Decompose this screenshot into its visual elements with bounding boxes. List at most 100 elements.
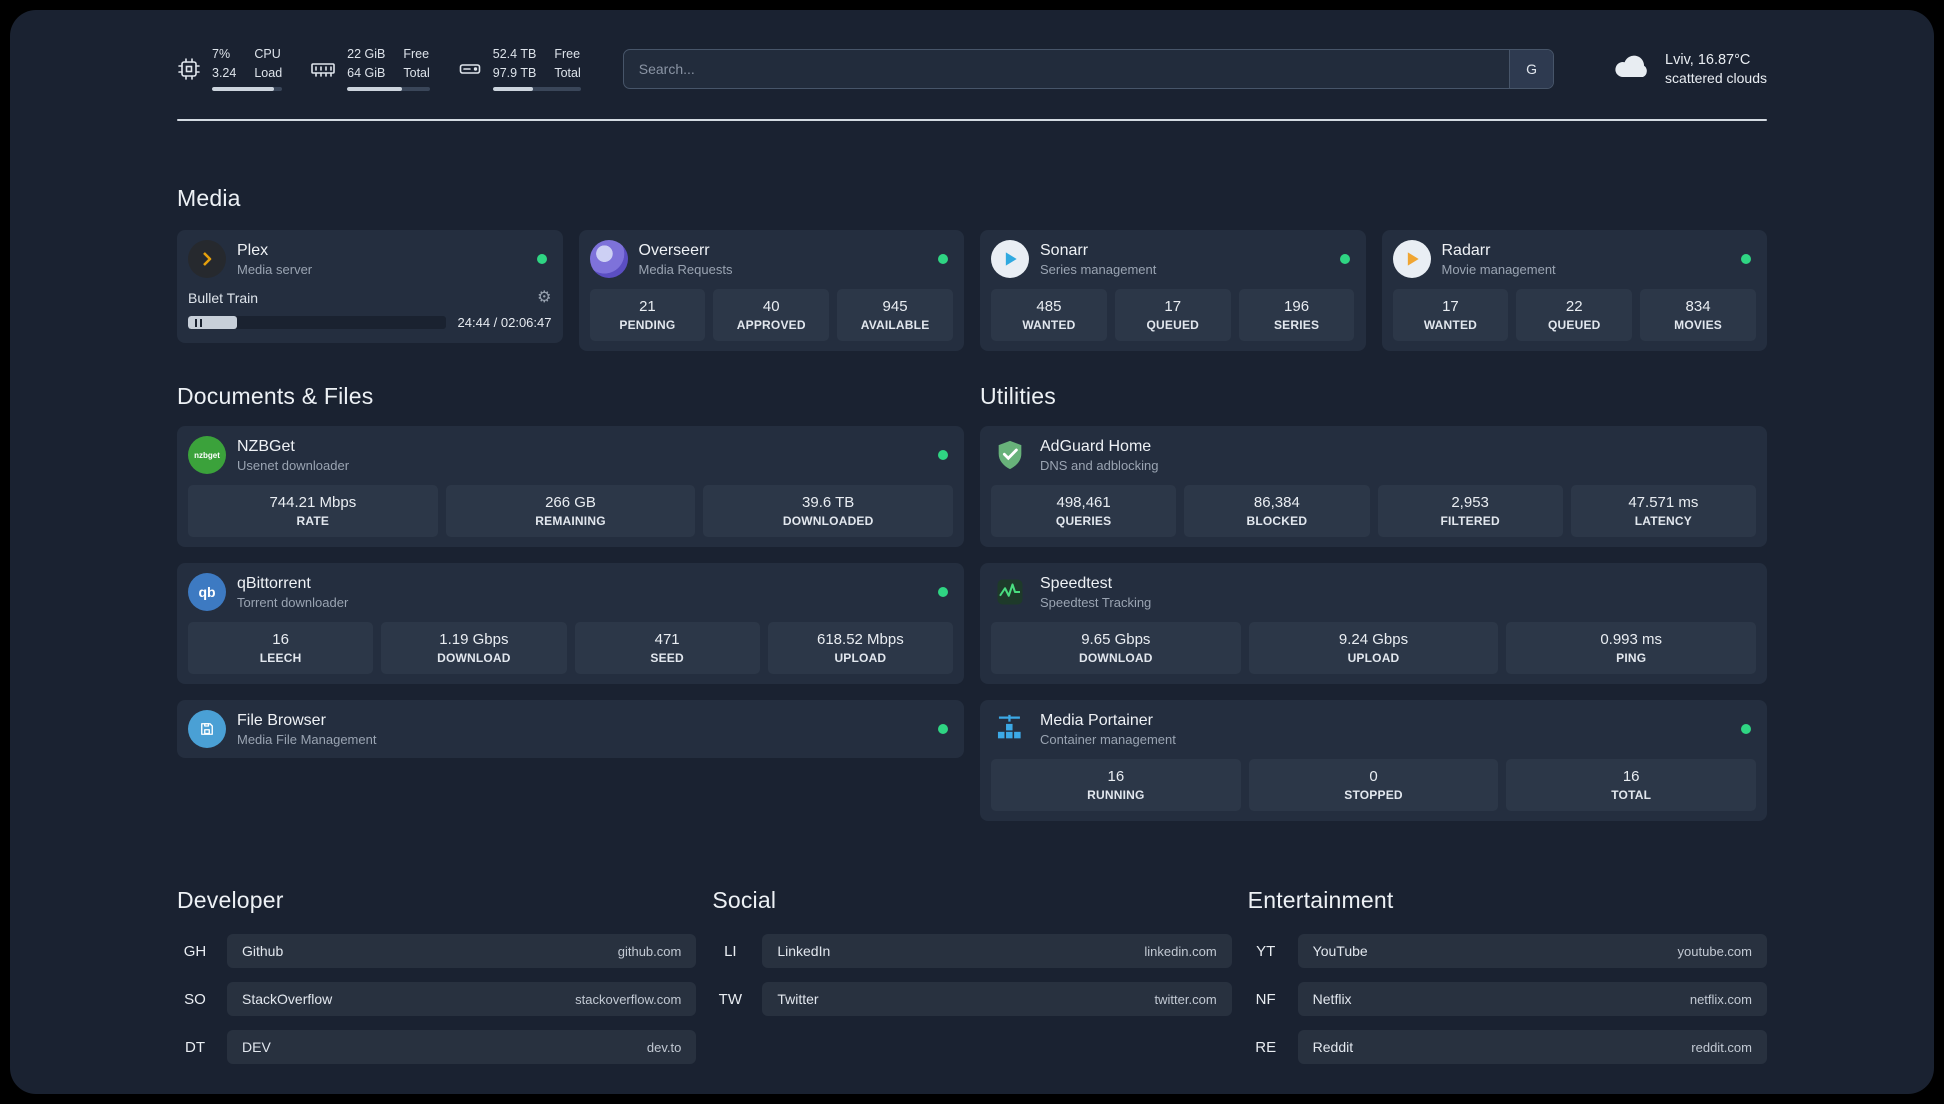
service-card-plex[interactable]: Plex Media server Bullet Train ⚙ 24:4: [177, 230, 563, 343]
service-subtitle: Container management: [1040, 731, 1176, 747]
stat-tile: 39.6 TB DOWNLOADED: [703, 485, 954, 537]
service-subtitle: Usenet downloader: [237, 457, 350, 473]
service-subtitle: Series management: [1040, 261, 1157, 277]
topbar: 7% 3.24 CPU Load: [177, 46, 1767, 91]
bookmark-abbr: LI: [724, 942, 737, 960]
bookmark-abbr: TW: [718, 990, 742, 1008]
nzbget-icon: nzbget: [188, 436, 226, 474]
stat-tile: 17 WANTED: [1392, 289, 1509, 341]
disk-icon: [458, 57, 482, 81]
section-documents: Documents & Files nzbget NZBGet Usenet d…: [177, 383, 964, 758]
stat-tile: 498,461 QUERIES: [991, 485, 1177, 537]
stat-tile: 0 STOPPED: [1248, 759, 1499, 811]
bookmark-link-github[interactable]: Github github.com: [227, 934, 697, 968]
bookmark-link-youtube[interactable]: YouTube youtube.com: [1297, 934, 1767, 968]
bookmark-link-netflix[interactable]: Netflix netflix.com: [1297, 982, 1767, 1016]
disk-total-value: 97.9 TB: [492, 65, 537, 80]
service-subtitle: Torrent downloader: [237, 594, 349, 610]
service-name: Sonarr: [1040, 241, 1089, 259]
service-card-overseerr[interactable]: Overseerr Media Requests 21 PENDING 40 A…: [578, 230, 964, 351]
bookmark-row: DT DEV dev.to: [177, 1030, 697, 1064]
bookmark-link-dev[interactable]: DEV dev.to: [227, 1030, 697, 1064]
service-card-nzbget[interactable]: nzbget NZBGet Usenet downloader 744.21 M…: [177, 426, 964, 547]
bookmark-abbr: NF: [1255, 990, 1276, 1008]
section-title-utilities: Utilities: [980, 383, 1056, 409]
service-name: Radarr: [1441, 241, 1491, 259]
portainer-icon: [991, 710, 1029, 748]
service-card-speedtest[interactable]: Speedtest Speedtest Tracking 9.65 Gbps D…: [980, 563, 1767, 684]
stat-tile: 16 RUNNING: [991, 759, 1241, 811]
disk-free-label: Free: [554, 47, 581, 61]
bookmark-row: NF Netflix netflix.com: [1248, 982, 1767, 1016]
service-name: File Browser: [237, 711, 326, 729]
service-subtitle: Media File Management: [237, 731, 377, 747]
cpu-widget: 7% 3.24 CPU Load: [177, 46, 283, 91]
qbittorrent-icon: qb: [188, 573, 226, 611]
cpu-label: CPU: [254, 47, 281, 61]
filebrowser-icon: [188, 710, 226, 748]
service-card-filebrowser[interactable]: File Browser Media File Management: [177, 700, 964, 758]
stat-tile: 744.21 Mbps RATE: [188, 485, 438, 537]
bookmark-link-twitter[interactable]: Twitter twitter.com: [762, 982, 1232, 1016]
section-title-social: Social: [712, 887, 777, 913]
bookmark-row: LI LinkedIn linkedin.com: [712, 934, 1232, 968]
bookmark-abbr: RE: [1255, 1038, 1277, 1056]
service-card-radarr[interactable]: Radarr Movie management 17 WANTED 22 QUE…: [1381, 230, 1767, 351]
gear-icon[interactable]: ⚙: [537, 289, 552, 306]
stat-tile: 2,953 FILTERED: [1377, 485, 1563, 537]
service-name: Overseerr: [638, 241, 710, 259]
memory-total-label: Total: [403, 65, 430, 80]
service-subtitle: DNS and adblocking: [1040, 457, 1159, 473]
bookmark-link-reddit[interactable]: Reddit reddit.com: [1297, 1030, 1767, 1064]
now-playing-title: Bullet Train: [188, 290, 259, 306]
bookmark-link-linkedin[interactable]: LinkedIn linkedin.com: [762, 934, 1232, 968]
memory-widget: 22 GiB 64 GiB Free Total: [310, 46, 430, 91]
speedtest-icon: [991, 573, 1029, 611]
playback-progress-bar[interactable]: [188, 316, 446, 329]
stat-tile: 16 TOTAL: [1506, 759, 1757, 811]
stat-tile: 47.571 ms LATENCY: [1570, 485, 1756, 537]
stat-tile: 17 QUEUED: [1114, 289, 1231, 341]
stat-tile: 834 MOVIES: [1640, 289, 1756, 341]
stat-tile: 485 WANTED: [991, 289, 1107, 341]
stat-tile: 86,384 BLOCKED: [1184, 485, 1370, 537]
service-subtitle: Media server: [237, 261, 313, 277]
service-subtitle: Speedtest Tracking: [1040, 594, 1152, 610]
adguard-icon: [991, 436, 1029, 474]
section-title-entertainment: Entertainment: [1247, 887, 1394, 913]
disk-free-value: 52.4 TB: [492, 47, 537, 61]
stat-tile: 945 AVAILABLE: [837, 289, 953, 341]
pause-icon[interactable]: [195, 318, 202, 327]
bookmark-group-entertainment: Entertainment YT YouTube youtube.com NF …: [1248, 887, 1767, 1064]
status-dot: [1741, 724, 1751, 734]
service-card-adguard[interactable]: AdGuard Home DNS and adblocking 498,461 …: [980, 426, 1767, 547]
radarr-icon: [1392, 240, 1431, 278]
stat-tile: 618.52 Mbps UPLOAD: [767, 622, 953, 674]
section-utilities: Utilities AdGuard Home DNS and adblockin…: [980, 383, 1767, 821]
search-input[interactable]: [623, 49, 1510, 88]
service-subtitle: Media Requests: [638, 261, 733, 277]
disk-total-label: Total: [554, 65, 581, 80]
bookmark-row: GH Github github.com: [177, 934, 697, 968]
service-subtitle: Movie management: [1441, 261, 1556, 277]
service-name: AdGuard Home: [1040, 437, 1152, 455]
bookmark-group-social: Social LI LinkedIn linkedin.com TW Twitt…: [712, 887, 1232, 1016]
service-name: qBittorrent: [237, 574, 311, 592]
cpu-bar: [212, 87, 283, 91]
service-card-portainer[interactable]: Media Portainer Container management 16 …: [980, 700, 1767, 821]
status-dot: [938, 724, 948, 734]
section-title-documents: Documents & Files: [177, 383, 374, 409]
search-provider-button[interactable]: G: [1509, 49, 1554, 88]
weather-widget: Lviv, 16.87°C scattered clouds: [1612, 51, 1767, 86]
bookmark-link-stackoverflow[interactable]: StackOverflow stackoverflow.com: [227, 982, 697, 1016]
cpu-icon: [177, 57, 201, 81]
status-dot: [1339, 254, 1350, 264]
bookmark-abbr: YT: [1256, 942, 1276, 960]
stat-tile: 266 GB REMAINING: [445, 485, 696, 537]
service-card-qbittorrent[interactable]: qb qBittorrent Torrent downloader 16 LEE…: [177, 563, 964, 684]
cpu-load-label: Load: [254, 65, 283, 80]
memory-total-value: 64 GiB: [347, 65, 386, 80]
service-card-sonarr[interactable]: Sonarr Series management 485 WANTED 17 Q…: [980, 230, 1366, 351]
memory-free-label: Free: [403, 47, 430, 61]
